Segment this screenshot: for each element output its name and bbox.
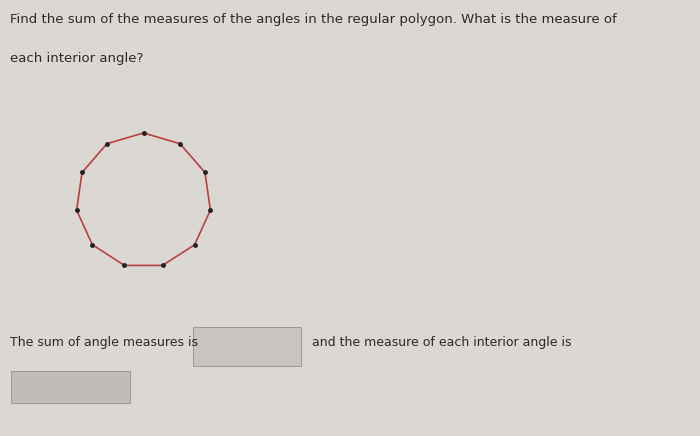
FancyBboxPatch shape [10,371,130,403]
Text: each interior angle?: each interior angle? [10,52,144,65]
Text: and the measure of each interior angle is: and the measure of each interior angle i… [312,336,571,349]
Text: The sum of angle measures is: The sum of angle measures is [10,336,199,349]
Text: Find the sum of the measures of the angles in the regular polygon. What is the m: Find the sum of the measures of the angl… [10,13,617,26]
FancyBboxPatch shape [193,327,301,366]
